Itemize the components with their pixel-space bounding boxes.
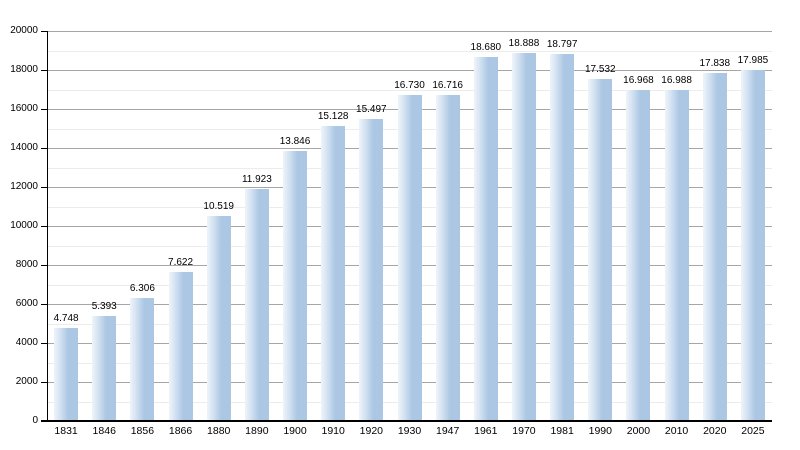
bar-1981 xyxy=(550,54,575,420)
bar-value-label: 13.846 xyxy=(279,136,311,147)
y-axis-tick xyxy=(41,226,47,227)
x-axis-label: 2025 xyxy=(741,425,765,437)
bar-2010 xyxy=(664,89,689,420)
bar-2000 xyxy=(626,90,651,420)
bar-1920 xyxy=(359,118,384,420)
y-axis-label: 2000 xyxy=(15,376,38,387)
y-axis-tick xyxy=(41,343,47,344)
bar-1910 xyxy=(321,126,346,420)
bar-value-label: 15.497 xyxy=(356,103,387,115)
x-axis-label: 1910 xyxy=(321,425,345,437)
bar-1846 xyxy=(92,315,117,420)
bar-value-label: 6.306 xyxy=(129,283,155,295)
bar-value-label: 16.988 xyxy=(661,74,692,86)
x-axis-label: 1866 xyxy=(168,425,193,437)
x-axis-label: 1880 xyxy=(207,425,231,437)
bar-1880 xyxy=(206,215,231,420)
bar-1866 xyxy=(168,272,193,420)
bar-value-label: 16.968 xyxy=(623,75,654,87)
bar-2025 xyxy=(740,70,765,420)
bar-value-label: 5.393 xyxy=(91,300,117,312)
y-axis-tick xyxy=(41,382,47,383)
bar-value-label: 18.888 xyxy=(508,37,540,49)
x-axis-line xyxy=(41,420,772,422)
x-axis-label: 1920 xyxy=(359,425,384,437)
y-axis-tick xyxy=(41,187,47,188)
y-axis-tick xyxy=(41,304,47,305)
y-axis-label: 14000 xyxy=(10,142,38,153)
bar-1890 xyxy=(244,188,269,420)
y-axis-label: 10000 xyxy=(10,220,38,231)
x-axis-label: 1961 xyxy=(474,425,498,437)
x-axis-label: 1856 xyxy=(130,425,155,437)
bar-1856 xyxy=(130,298,155,420)
y-axis-label: 12000 xyxy=(10,181,38,192)
bar-value-label: 18.797 xyxy=(546,39,578,51)
bar-1970 xyxy=(511,52,536,420)
y-axis-label: 8000 xyxy=(15,259,38,270)
y-axis-tick xyxy=(41,109,47,110)
bar-value-label: 11.923 xyxy=(241,173,272,185)
bar-1831 xyxy=(54,328,79,420)
y-axis-tick xyxy=(41,148,47,149)
y-axis-label: 18000 xyxy=(10,64,38,75)
y-axis-tick xyxy=(41,421,47,422)
bar-value-label: 16.730 xyxy=(394,79,425,91)
bar-value-label: 17.985 xyxy=(737,55,769,67)
bar-value-label: 16.716 xyxy=(432,80,463,92)
x-axis-label: 1947 xyxy=(435,425,460,437)
major-grid-line xyxy=(47,31,772,32)
y-axis-line xyxy=(47,31,48,421)
bar-value-label: 17.838 xyxy=(699,58,731,70)
bar-1947 xyxy=(435,95,460,420)
bar-value-label: 17.532 xyxy=(584,64,616,76)
bar-value-label: 18.680 xyxy=(470,41,502,53)
bar-1990 xyxy=(588,79,613,420)
x-axis-label: 2010 xyxy=(664,425,689,437)
x-axis-label: 2020 xyxy=(703,425,727,437)
y-axis-tick xyxy=(41,31,47,32)
bar-1930 xyxy=(397,94,422,420)
y-axis-label: 20000 xyxy=(10,25,38,36)
x-axis-label: 1990 xyxy=(588,425,612,437)
bar-value-label: 4.748 xyxy=(53,313,79,325)
x-axis-label: 2000 xyxy=(626,425,651,437)
y-axis-tick xyxy=(41,265,47,266)
bar-1900 xyxy=(283,151,308,420)
y-axis-tick xyxy=(41,70,47,71)
y-axis-label: 16000 xyxy=(10,103,38,114)
y-axis-label: 4000 xyxy=(15,337,38,348)
bar-1961 xyxy=(473,56,498,420)
major-grid-line xyxy=(47,70,772,71)
x-axis-label: 1900 xyxy=(283,425,307,437)
bar-2020 xyxy=(702,73,727,420)
x-axis-label: 1981 xyxy=(550,425,574,437)
x-axis-label: 1970 xyxy=(512,425,536,437)
bar-value-label: 7.622 xyxy=(168,257,194,269)
bar-value-label: 15.128 xyxy=(317,111,349,122)
y-axis-label: 6000 xyxy=(15,298,38,309)
x-axis-label: 1890 xyxy=(245,425,269,437)
minor-grid-line xyxy=(47,50,772,52)
minor-grid-line xyxy=(47,89,772,91)
bar-value-label: 10.519 xyxy=(203,200,234,212)
x-axis-label: 1846 xyxy=(92,425,116,437)
y-axis-label: 0 xyxy=(32,415,38,426)
x-axis-label: 1831 xyxy=(54,425,78,437)
x-axis-label: 1930 xyxy=(397,425,422,437)
